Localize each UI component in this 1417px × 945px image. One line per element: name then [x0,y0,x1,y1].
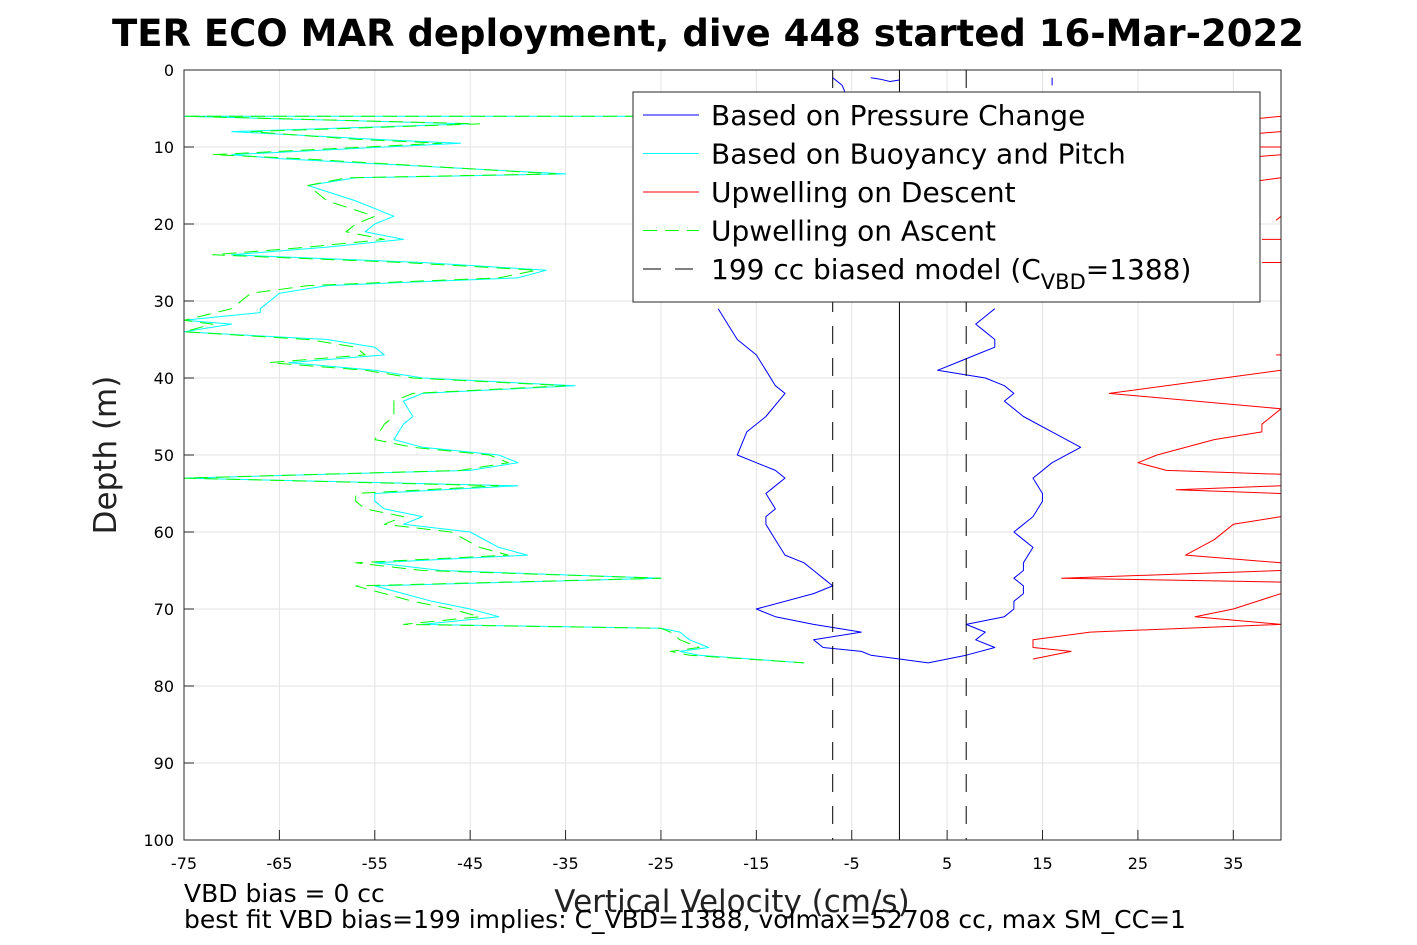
y-tick-label: 70 [154,600,174,619]
y-tick-label: 60 [154,523,174,542]
series-3-line [184,115,805,664]
y-tick-label: 0 [164,61,174,80]
x-tick-label: 15 [1032,854,1052,873]
x-tick-label: -55 [362,854,388,873]
y-tick-label: 40 [154,369,174,388]
y-tick-label: 10 [154,138,174,157]
x-tick-label: 25 [1128,854,1148,873]
series-2-line [1275,215,1281,221]
legend-label: Upwelling on Descent [711,176,1016,209]
y-tick-label: 20 [154,215,174,234]
y-tick-label: 80 [154,677,174,696]
x-tick-label: -5 [844,854,860,873]
y-tick-label: 30 [154,292,174,311]
x-tick-label: -15 [743,854,769,873]
legend: Based on Pressure Change Based on Buoyanc… [632,91,1261,303]
chart-title: TER ECO MAR deployment, dive 448 started… [112,12,1304,55]
x-tick-label: -65 [266,854,292,873]
y-tick-label: 100 [143,831,174,850]
legend-label: 199 cc biased model (CVBD=1388) [711,253,1191,294]
series-2-line [1185,516,1281,564]
legend-label: Based on Buoyancy and Pitch [711,138,1126,171]
x-tick-label: -75 [171,854,197,873]
x-tick-label: 5 [942,854,952,873]
series-2-line [1032,593,1281,660]
y-tick-label: 90 [154,754,174,773]
x-tick-label: -25 [648,854,674,873]
y-axis-ticks: 0 10 20 30 40 50 60 70 80 90 100 [143,61,194,850]
series-0-line [717,308,1082,664]
x-axis-ticks: -75 -65 -55 -45 -35 -25 -15 -5 5 15 25 35 [171,830,1243,873]
y-tick-label: 50 [154,446,174,465]
series-1-line [184,115,805,664]
x-tick-label: -35 [552,854,578,873]
series-2-line [1061,570,1281,583]
legend-label: Based on Pressure Change [711,99,1085,132]
y-axis-label: Depth (m) [88,376,124,535]
series-0-line [870,77,900,82]
x-tick-label: 35 [1223,854,1243,873]
footer-line-2: best fit VBD bias=199 implies: C_VBD=138… [184,905,1186,934]
series-2-line [1108,369,1281,475]
x-axis-label: Vertical Velocity (cm/s) [554,884,909,920]
footer-line-1: VBD bias = 0 cc [184,879,385,908]
legend-box [632,91,1261,303]
series-2-line [1175,485,1281,494]
x-tick-label: -45 [457,854,483,873]
legend-label: Upwelling on Ascent [711,215,996,248]
